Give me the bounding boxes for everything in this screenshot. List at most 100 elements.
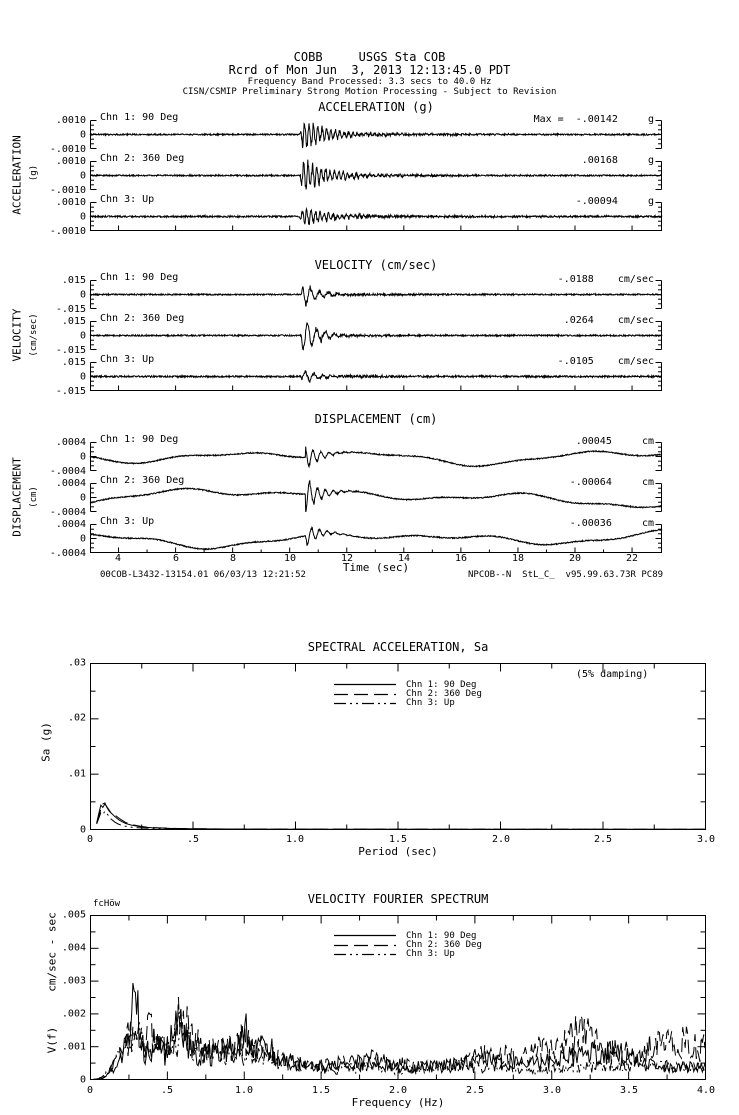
tick-label: -.0004 (49, 506, 86, 518)
sa-y-tick: .01 (67, 768, 86, 780)
channel-label: Chn 3: Up (100, 516, 155, 527)
channel-label: Chn 2: 360 Deg (100, 313, 185, 324)
tick-label: .0010 (55, 114, 86, 126)
vel-ch2-waveform (89, 321, 663, 351)
solid-line-sample (334, 935, 396, 937)
fourier-y-tick: .003 (61, 975, 86, 987)
time-axis-label: Time (sec) (342, 561, 410, 574)
velocity-title: VELOCITY (cm/sec) (314, 258, 438, 272)
channel-label: Chn 1: 90 Deg (100, 112, 179, 123)
tick-label: 0 (79, 211, 86, 222)
vel-ch1-strip: .015 0 -.015 Chn 1: 90 Deg -.0188 cm/sec (36, 272, 716, 315)
fourier-y-tick: 0 (79, 1074, 86, 1086)
legend-label: Chn 3: Up (406, 698, 455, 709)
fourier-x-tick: 0 (86, 1085, 94, 1096)
fourier-title: VELOCITY FOURIER SPECTRUM (307, 892, 489, 906)
fourier-x-tick: .5 (160, 1085, 174, 1096)
header-band-line: Frequency Band Processed: 3.3 secs to 40… (247, 77, 492, 87)
sa-x-tick: 1.5 (388, 834, 408, 845)
max-value-label: -.0105 cm/sec (557, 356, 654, 367)
sa-plot (90, 663, 706, 830)
vel-ch3-strip: .015 0 -.015 Chn 3: Up -.0105 cm/sec (36, 354, 716, 397)
disp-ch1-waveform (89, 442, 663, 471)
tick-label: 0 (79, 330, 86, 341)
fourier-y-tick: .004 (61, 942, 86, 954)
legend-label: Chn 2: 360 Deg (406, 940, 482, 951)
tick-label: 0 (79, 129, 86, 140)
legend-label: Chn 1: 90 Deg (406, 679, 477, 690)
tick-label: 0 (79, 371, 86, 382)
dashed-line-sample (334, 944, 396, 946)
tick-label: -.015 (55, 303, 86, 315)
tick-label: .0010 (55, 196, 86, 208)
tick-label: .015 (61, 315, 86, 327)
tick-label: 0 (79, 533, 86, 544)
vel-ch1-waveform (89, 280, 663, 309)
acc-ch3-strip: .0010 0 -.0010 Chn 3: Up -.00094 g (36, 194, 716, 237)
sa-x-tick: 2.5 (593, 834, 613, 845)
tick-label: -.0004 (49, 465, 86, 477)
legend-row: Chn 3: Up (334, 698, 482, 709)
tick-label: 0 (79, 451, 86, 462)
time-tick: 6 (172, 553, 180, 564)
fourier-legend: Chn 1: 90 Deg Chn 2: 360 Deg Chn 3: Up (334, 931, 482, 959)
tick-label: -.0010 (49, 184, 86, 196)
disp-ch3-waveform (90, 524, 663, 553)
max-value-label: .00168 g (581, 155, 654, 166)
dashdot-line-sample (334, 702, 396, 705)
max-value-label: -.00064 cm (569, 477, 654, 488)
time-tick: 16 (454, 553, 468, 564)
solid-line-sample (334, 684, 396, 686)
disp-ch3-strip: .0004 0 -.0004 Chn 3: Up -.00036 cm (36, 516, 716, 559)
disp-ch2-strip: .0004 0 -.0004 Chn 2: 360 Deg -.00064 cm (36, 475, 716, 518)
displacement-side-label: DISPLACEMENT (10, 457, 24, 537)
sa-y-tick: .02 (67, 712, 86, 724)
fourier-corner-label: fcHöw (93, 899, 121, 909)
acceleration-title: ACCELERATION (g) (318, 100, 434, 114)
tick-label: 0 (79, 492, 86, 503)
time-tick: 18 (511, 553, 525, 564)
header-notice-line: CISN/CSMIP Preliminary Strong Motion Pro… (182, 87, 557, 97)
legend-row: Chn 3: Up (334, 949, 482, 959)
acceleration-side-label: ACCELERATION (10, 135, 24, 215)
sa-y-tick: .03 (67, 657, 86, 669)
max-value-label: .00045 cm (575, 436, 654, 447)
fourier-x-tick: 3.5 (619, 1085, 639, 1096)
fourier-y-tick: .005 (61, 909, 86, 921)
max-value-label: -.00036 cm (569, 518, 654, 529)
tick-label: .0004 (55, 477, 86, 489)
acc-ch2-waveform (89, 159, 663, 190)
max-value-label: -.0188 cm/sec (557, 274, 654, 285)
fourier-x-tick: 1.5 (311, 1085, 331, 1096)
dashed-line-sample (334, 693, 396, 695)
time-tick: 14 (397, 553, 411, 564)
displacement-title: DISPLACEMENT (cm) (314, 412, 438, 426)
vel-ch2-strip: .015 0 -.015 Chn 2: 360 Deg .0264 cm/sec (36, 313, 716, 356)
footer-processing-id: NPCOB--N StL_C_ v95.99.63.73R PC89 (468, 570, 664, 580)
tick-label: -.015 (55, 385, 86, 397)
tick-label: -.0004 (49, 547, 86, 559)
acc-ch3-waveform (89, 202, 663, 231)
fourier-x-tick: 2.5 (465, 1085, 485, 1096)
time-tick: 4 (114, 553, 122, 564)
tick-label: .015 (61, 274, 86, 286)
channel-label: Chn 1: 90 Deg (100, 272, 179, 283)
max-value-label: -.00094 g (575, 196, 654, 207)
fourier-plot (90, 915, 706, 1080)
header-record-line: Rcrd of Mon Jun 3, 2013 12:13:45.0 PDT (228, 63, 511, 77)
sa-legend: Chn 1: 90 Deg Chn 2: 360 Deg Chn 3: Up (334, 680, 482, 708)
tick-label: .0004 (55, 518, 86, 530)
channel-label: Chn 3: Up (100, 194, 155, 205)
sa-title: SPECTRAL ACCELERATION, Sa (307, 640, 489, 654)
sa-damping-annotation: (5% damping) (576, 669, 649, 680)
fourier-y-tick: .001 (61, 1041, 86, 1053)
velocity-side-label: VELOCITY (10, 308, 24, 362)
legend-row: Chn 1: 90 Deg (334, 679, 482, 690)
fourier-x-tick: 2.0 (388, 1085, 408, 1096)
sa-x-tick: 2.0 (491, 834, 511, 845)
max-value-label: Max = -.00142 g (533, 114, 654, 125)
sa-x-tick: .5 (186, 834, 200, 845)
fourier-xlabel: Frequency (Hz) (351, 1096, 445, 1109)
acc-ch2-strip: .0010 0 -.0010 Chn 2: 360 Deg .00168 g (36, 153, 716, 196)
tick-label: -.015 (55, 344, 86, 356)
